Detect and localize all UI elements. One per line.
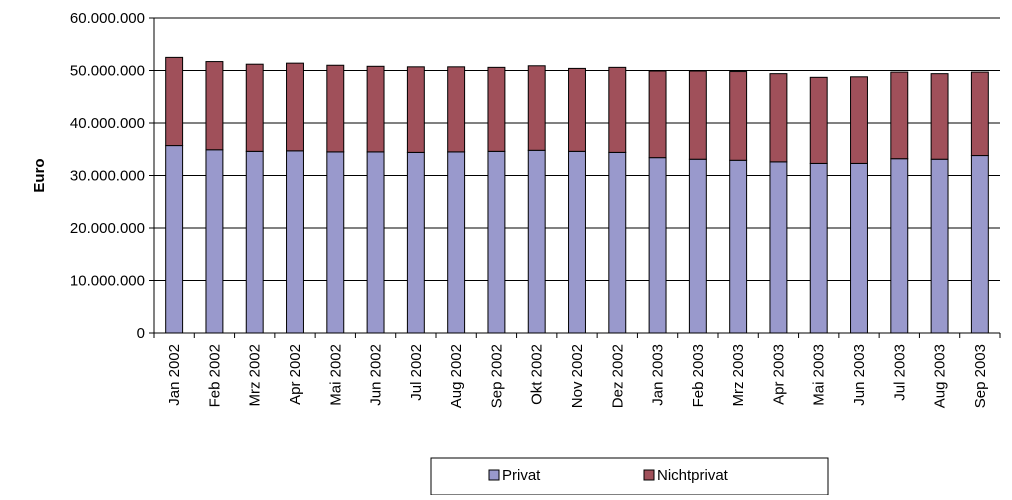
x-tick-label: Jul 2003 — [891, 344, 908, 401]
bar-nichtprivat — [245, 63, 264, 152]
x-tick-label: Apr 2003 — [770, 344, 787, 405]
x-tick-label: Okt 2002 — [529, 344, 546, 405]
bar-nichtprivat — [447, 66, 466, 153]
legend-label-privat: Privat — [502, 467, 541, 484]
bar-nichtprivat — [729, 71, 748, 161]
bar-privat — [809, 162, 828, 334]
bar-nichtprivat — [930, 73, 949, 160]
x-tick-label: Mai 2003 — [811, 344, 828, 406]
bar-nichtprivat — [688, 70, 707, 160]
bar-privat — [608, 151, 627, 334]
x-tick-label: Mrz 2002 — [247, 344, 264, 407]
bar-nichtprivat — [970, 71, 989, 157]
bar-privat — [366, 151, 385, 334]
legend-swatch-privat — [488, 469, 500, 481]
bar-privat — [648, 157, 667, 334]
bar-privat — [890, 158, 909, 334]
bar-privat — [406, 151, 425, 334]
x-tick-label: Jun 2002 — [368, 344, 385, 406]
bar-nichtprivat — [205, 61, 224, 151]
bar-privat — [930, 158, 949, 334]
bar-privat — [487, 150, 506, 334]
bar-nichtprivat — [608, 66, 627, 153]
y-tick-label: 40.000.000 — [70, 115, 145, 132]
bar-nichtprivat — [850, 76, 868, 164]
bar-nichtprivat — [648, 70, 667, 159]
y-tick-label: 50.000.000 — [70, 63, 145, 80]
bar-nichtprivat — [286, 62, 304, 152]
legend-swatch-nichtprivat — [643, 469, 655, 481]
y-tick-label: 0 — [137, 325, 145, 342]
y-tick-label: 20.000.000 — [70, 220, 145, 237]
bar-privat — [970, 155, 989, 334]
x-tick-label: Mai 2002 — [327, 344, 344, 406]
x-tick-label: Feb 2002 — [206, 344, 223, 407]
x-tick-label: Jun 2003 — [851, 344, 868, 406]
x-tick-label: Jul 2002 — [408, 344, 425, 401]
bar-privat — [245, 150, 264, 334]
bar-privat — [729, 159, 748, 334]
x-tick-label: Apr 2002 — [287, 344, 304, 405]
y-tick-label: 10.000.000 — [70, 273, 145, 290]
bar-nichtprivat — [809, 76, 828, 164]
bar-privat — [447, 151, 466, 334]
bar-nichtprivat — [527, 65, 546, 151]
x-tick-label: Aug 2002 — [448, 344, 465, 408]
bar-privat — [165, 145, 184, 334]
x-tick-label: Jan 2003 — [650, 344, 667, 406]
bar-nichtprivat — [165, 56, 184, 147]
x-tick-label: Feb 2003 — [690, 344, 707, 407]
bar-nichtprivat — [406, 66, 425, 153]
bar-nichtprivat — [769, 73, 788, 163]
bar-nichtprivat — [487, 66, 506, 152]
y-tick-label: 30.000.000 — [70, 168, 145, 185]
bar-privat — [326, 151, 345, 334]
x-tick-label: Sep 2003 — [972, 344, 989, 408]
bar-nichtprivat — [366, 65, 385, 153]
x-tick-label: Sep 2002 — [488, 344, 505, 408]
x-tick-label: Mrz 2003 — [730, 344, 747, 407]
bar-nichtprivat — [890, 71, 909, 160]
legend-label-nichtprivat: Nichtprivat — [657, 467, 729, 484]
bar-privat — [527, 149, 546, 334]
x-tick-label: Nov 2002 — [569, 344, 586, 408]
bar-privat — [568, 150, 586, 334]
bar-nichtprivat — [326, 64, 345, 153]
bar-privat — [286, 150, 304, 334]
x-tick-label: Jan 2002 — [166, 344, 183, 406]
y-tick-label: 60.000.000 — [70, 10, 145, 27]
x-tick-label: Aug 2003 — [932, 344, 949, 408]
bar-privat — [769, 161, 788, 334]
bar-nichtprivat — [568, 67, 586, 152]
bar-privat — [205, 149, 224, 334]
y-axis-title: Euro — [31, 158, 48, 192]
x-tick-label: Dez 2002 — [609, 344, 626, 408]
bar-privat — [850, 162, 868, 334]
bar-privat — [688, 158, 707, 334]
